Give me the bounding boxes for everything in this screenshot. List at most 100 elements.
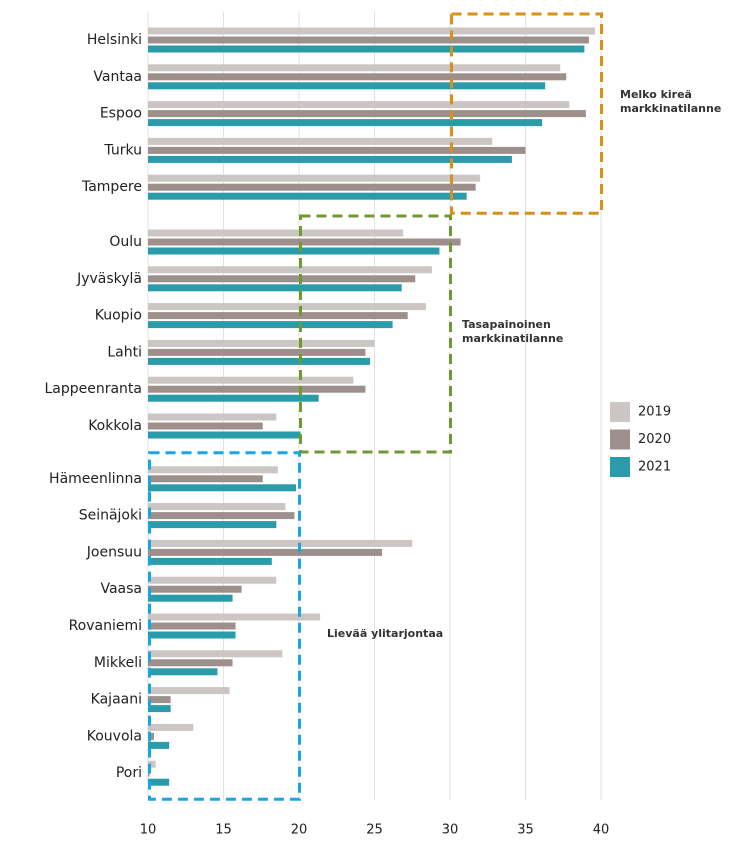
bar: [148, 321, 393, 329]
bar: [148, 82, 546, 90]
x-tick-label: 15: [215, 823, 232, 838]
bar: [148, 503, 286, 511]
bar: [148, 585, 242, 593]
bar: [148, 557, 272, 565]
bar: [148, 27, 595, 35]
x-tick-label: 10: [140, 823, 157, 838]
y-tick-label: Espoo: [100, 106, 142, 122]
bar: [148, 376, 354, 384]
annotation-text: Tasapainoinen: [462, 318, 551, 331]
bar: [148, 73, 567, 81]
y-tick-label: Tampere: [81, 179, 142, 195]
bar: [148, 137, 493, 145]
y-tick-label: Oulu: [109, 234, 142, 250]
y-tick-label: Turku: [103, 142, 142, 158]
y-tick-label: Lappeenranta: [44, 381, 142, 397]
bar: [148, 723, 194, 731]
bar: [148, 303, 426, 311]
bar: [148, 312, 408, 320]
legend-swatch: [610, 457, 630, 477]
legend-label: 2019: [638, 405, 671, 420]
bar: [148, 778, 170, 786]
bar: [148, 422, 263, 430]
bar: [148, 174, 481, 182]
bar: [148, 696, 171, 704]
bar: [148, 385, 366, 393]
bar: [148, 45, 585, 53]
bar: [148, 36, 589, 44]
bar: [148, 576, 277, 584]
bar: [148, 760, 156, 768]
bar: [148, 394, 319, 402]
bar: [148, 668, 218, 676]
bar: [148, 101, 570, 109]
bar: [148, 594, 233, 602]
bar: [148, 631, 236, 639]
y-tick-label: Pori: [116, 765, 142, 781]
legend-label: 2021: [638, 460, 671, 475]
bar: [148, 484, 296, 492]
bar: [148, 275, 416, 283]
bar: [148, 521, 277, 529]
bar: [148, 431, 301, 439]
bar: [148, 348, 366, 356]
y-tick-label: Lahti: [107, 344, 142, 360]
y-tick-label: Vaasa: [100, 581, 142, 597]
bar: [148, 548, 383, 556]
bar: [148, 64, 561, 72]
legend-label: 2020: [638, 432, 671, 447]
bar: [148, 659, 233, 667]
bar: [148, 339, 375, 347]
y-tick-label: Kouvola: [87, 728, 142, 744]
bar: [148, 705, 171, 713]
y-tick-label: Mikkeli: [94, 655, 142, 671]
bar: [148, 146, 526, 154]
bar: [148, 110, 586, 118]
y-tick-label: Vantaa: [93, 69, 142, 85]
x-tick-label: 25: [366, 823, 383, 838]
bar: [148, 741, 170, 749]
y-tick-label: Seinäjoki: [79, 508, 142, 524]
bar: [148, 475, 263, 483]
y-tick-label: Joensuu: [86, 544, 142, 560]
bar: [148, 732, 155, 740]
y-tick-label: Kajaani: [91, 692, 142, 708]
y-tick-label: Rovaniemi: [69, 618, 142, 634]
x-tick-label: 30: [442, 823, 459, 838]
x-tick-label: 40: [593, 823, 610, 838]
bar: [148, 466, 278, 474]
x-tick-label: 35: [517, 823, 534, 838]
bar: [148, 183, 476, 191]
bar: [148, 229, 404, 237]
bar: [148, 192, 467, 200]
annotation-box: [148, 451, 301, 801]
annotation-text: Lievää ylitarjontaa: [327, 627, 443, 640]
bar: [148, 266, 432, 274]
bar: [148, 247, 440, 255]
annotation-box: [450, 12, 603, 215]
y-tick-label: Kuopio: [95, 308, 142, 324]
legend-swatch: [610, 402, 630, 422]
bar: [148, 539, 413, 547]
annotation-text: Melko kireä: [620, 88, 692, 101]
bar: [148, 155, 512, 163]
legend-swatch: [610, 429, 630, 450]
y-tick-label: Jyväskylä: [76, 271, 142, 287]
annotation-text: markkinatilanne: [462, 332, 563, 345]
y-tick-label: Helsinki: [87, 32, 142, 48]
y-tick-label: Kokkola: [88, 418, 142, 434]
annotation-text: markkinatilanne: [620, 102, 721, 115]
bar: [148, 238, 461, 246]
y-tick-label: Hämeenlinna: [49, 471, 142, 487]
bar: [148, 687, 230, 695]
bar: [148, 622, 236, 630]
bar: [148, 650, 283, 658]
bar: [148, 512, 295, 520]
bar: [148, 119, 543, 127]
x-tick-label: 20: [291, 823, 308, 838]
bar: [148, 284, 402, 292]
bar: [148, 357, 370, 365]
bar: [148, 413, 277, 421]
bar: [148, 613, 321, 621]
